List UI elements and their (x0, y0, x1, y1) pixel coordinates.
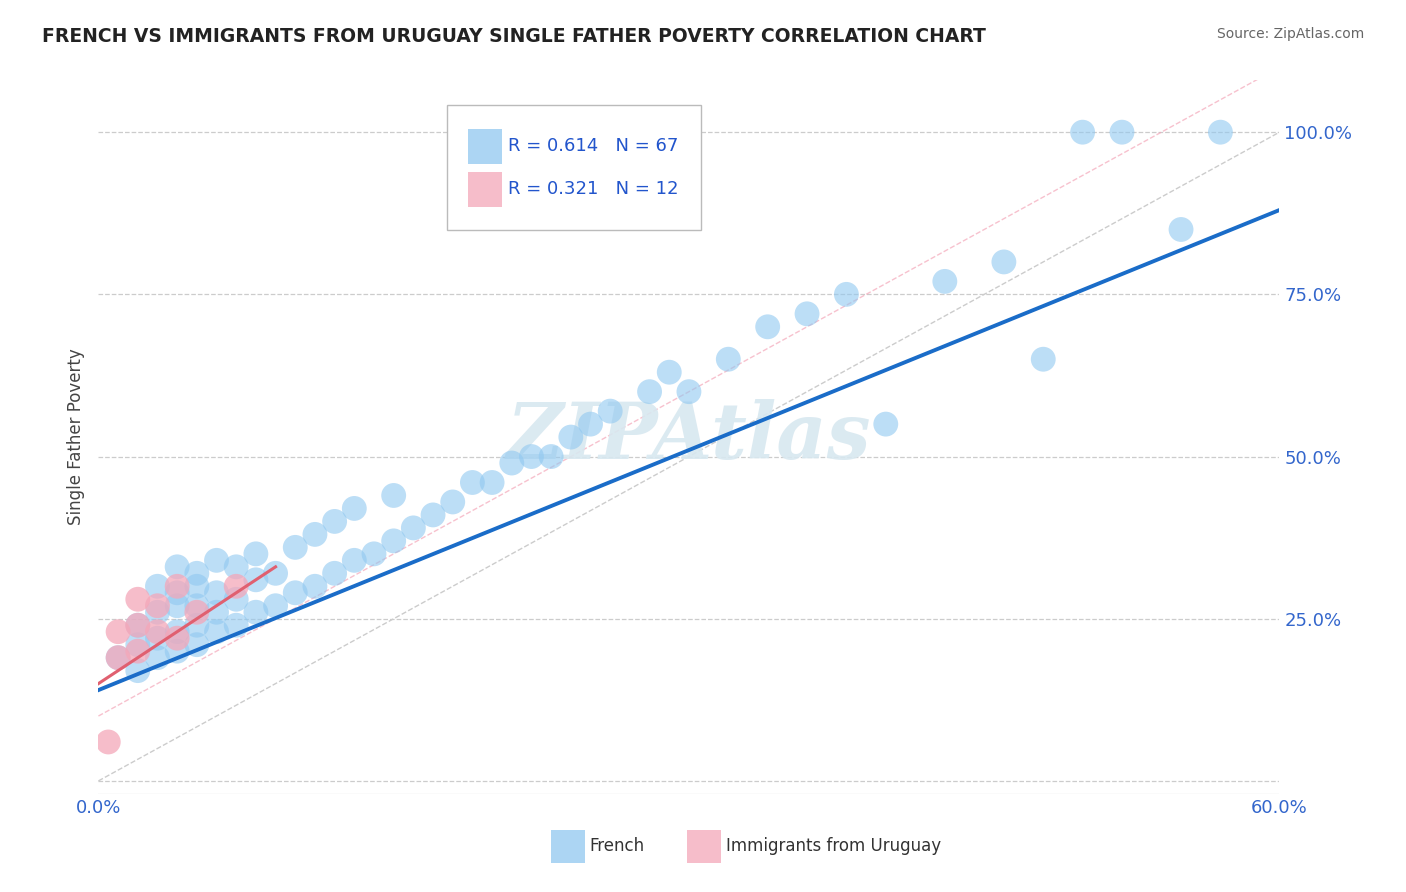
Point (166, 586, 188, 600)
Point (146, 579, 169, 593)
Point (638, 384, 661, 399)
Point (717, 352, 740, 367)
Point (1032, 352, 1054, 367)
Text: French: French (589, 837, 645, 855)
Point (402, 521, 425, 535)
Point (993, 255, 1015, 269)
Point (461, 475, 484, 490)
Point (107, 650, 129, 665)
Point (540, 450, 562, 464)
FancyBboxPatch shape (686, 830, 721, 863)
FancyBboxPatch shape (551, 830, 585, 863)
Text: FRENCH VS IMMIGRANTS FROM URUGUAY SINGLE FATHER POVERTY CORRELATION CHART: FRENCH VS IMMIGRANTS FROM URUGUAY SINGLE… (42, 27, 986, 45)
Point (284, 586, 307, 600)
Point (382, 488, 405, 502)
Point (363, 547, 385, 561)
Text: Source: ZipAtlas.com: Source: ZipAtlas.com (1216, 27, 1364, 41)
Point (107, 650, 129, 665)
Point (225, 618, 247, 632)
Point (422, 508, 444, 522)
Point (186, 618, 208, 632)
Point (186, 638, 208, 652)
Text: R = 0.614   N = 67: R = 0.614 N = 67 (508, 137, 679, 155)
Point (304, 579, 326, 593)
FancyBboxPatch shape (468, 128, 502, 164)
Point (186, 566, 208, 581)
Point (245, 573, 267, 587)
Point (146, 624, 169, 639)
Point (225, 592, 247, 607)
Point (599, 404, 621, 418)
Point (146, 631, 169, 645)
Point (323, 566, 346, 581)
Point (205, 624, 228, 639)
Point (245, 547, 267, 561)
Point (146, 605, 169, 619)
Y-axis label: Single Father Poverty: Single Father Poverty (66, 349, 84, 525)
Point (186, 599, 208, 613)
Point (166, 579, 188, 593)
Point (1071, 125, 1094, 139)
Point (382, 533, 405, 548)
Point (1209, 125, 1232, 139)
Point (205, 586, 228, 600)
Point (166, 599, 188, 613)
Point (127, 618, 149, 632)
Point (205, 605, 228, 619)
Point (481, 475, 503, 490)
Point (284, 541, 307, 555)
Point (146, 650, 169, 665)
Point (245, 605, 267, 619)
Point (127, 618, 149, 632)
Point (560, 430, 582, 444)
Point (756, 319, 779, 334)
Point (127, 592, 149, 607)
Point (264, 566, 287, 581)
Point (107, 624, 129, 639)
Point (127, 638, 149, 652)
FancyBboxPatch shape (447, 105, 700, 230)
Point (796, 307, 818, 321)
Point (441, 495, 464, 509)
Point (264, 599, 287, 613)
Point (1111, 125, 1133, 139)
Text: R = 0.321   N = 12: R = 0.321 N = 12 (508, 180, 679, 198)
Point (186, 605, 208, 619)
Point (579, 417, 602, 431)
Point (323, 515, 346, 529)
Text: Immigrants from Uruguay: Immigrants from Uruguay (725, 837, 941, 855)
Point (501, 456, 523, 470)
Point (835, 287, 858, 301)
Point (166, 559, 188, 574)
Point (934, 274, 956, 288)
Point (875, 417, 897, 431)
Point (166, 624, 188, 639)
Point (343, 501, 366, 516)
Point (225, 579, 247, 593)
Point (678, 384, 700, 399)
Point (343, 553, 366, 567)
Point (97, 735, 120, 749)
Point (658, 365, 681, 379)
Point (1170, 222, 1192, 236)
Point (146, 599, 169, 613)
Point (127, 664, 149, 678)
Text: ZIPAtlas: ZIPAtlas (506, 399, 872, 475)
Point (304, 527, 326, 541)
Point (186, 579, 208, 593)
Point (166, 644, 188, 658)
Point (205, 553, 228, 567)
Point (166, 631, 188, 645)
FancyBboxPatch shape (468, 171, 502, 207)
Point (520, 450, 543, 464)
Point (127, 644, 149, 658)
Point (225, 559, 247, 574)
